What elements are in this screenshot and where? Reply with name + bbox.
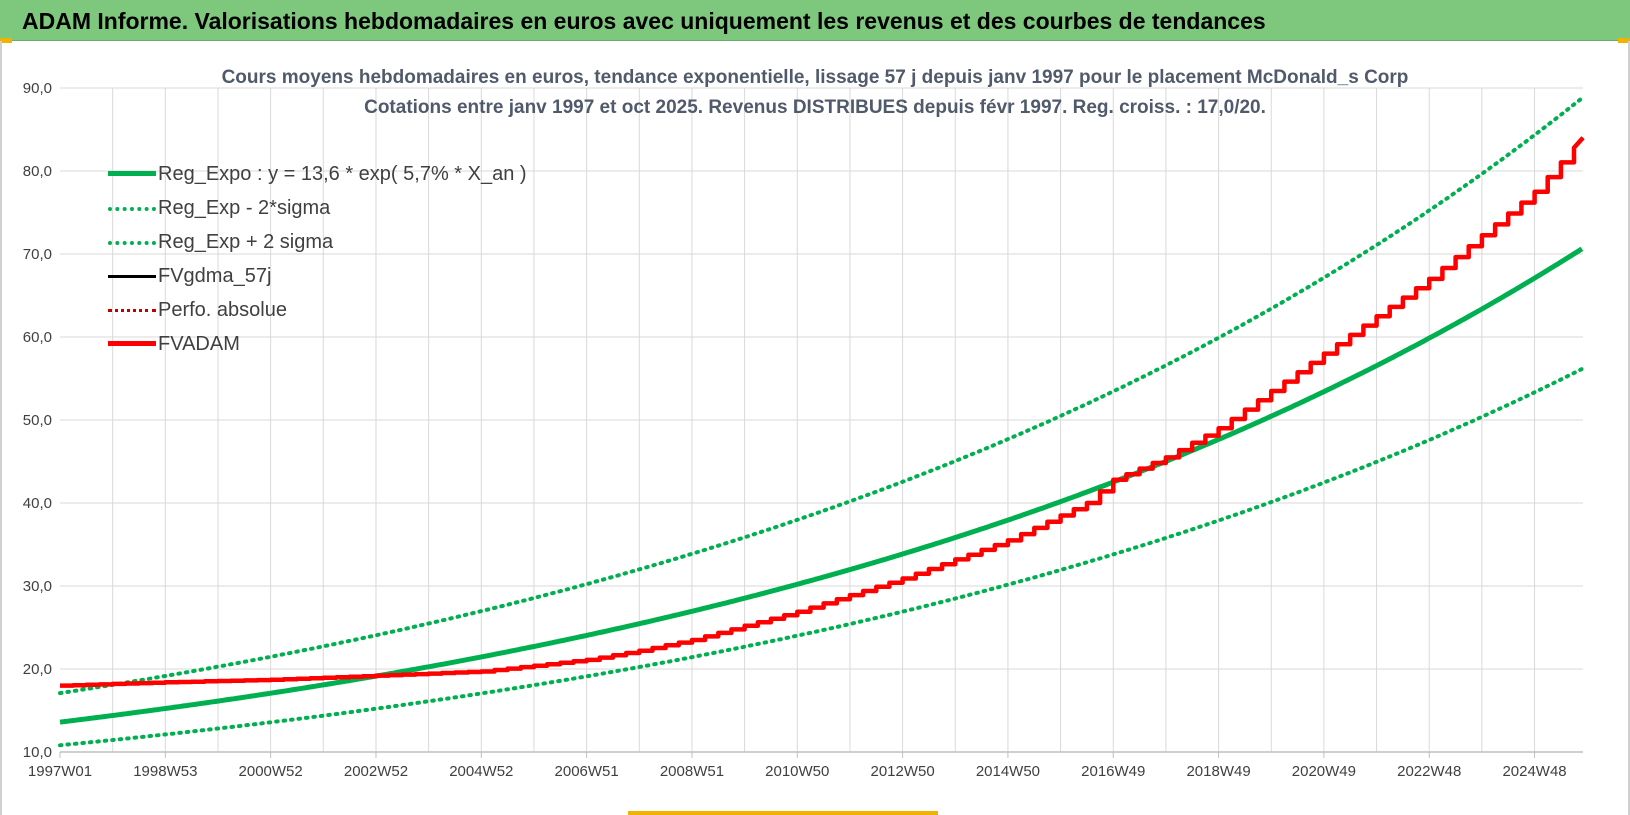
x-tick-label: 2020W49 [1292, 763, 1356, 780]
corner-marker [1618, 38, 1630, 43]
legend-label: Perfo. absolue [158, 299, 287, 321]
series-fvadam [60, 136, 1585, 688]
y-tick-label: 80,0 [23, 163, 52, 180]
chart-title-line1: Cours moyens hebdomadaires en euros, ten… [221, 67, 1409, 88]
legend-swatch [108, 275, 156, 278]
y-tick-label: 70,0 [23, 246, 52, 263]
x-tick-label: 1998W53 [133, 763, 197, 780]
legend-label: FVgdma_57j [158, 265, 272, 287]
y-tick-label: 20,0 [23, 661, 52, 678]
legend-swatch [108, 341, 156, 346]
y-tick-label: 60,0 [23, 329, 52, 346]
x-tick-label: 2008W51 [660, 763, 724, 780]
bottom-marker [628, 811, 938, 815]
x-tick-label: 2022W48 [1397, 763, 1461, 780]
x-tick-label: 2012W50 [870, 763, 934, 780]
series-reg-high [58, 96, 1584, 696]
legend-label: Reg_Exp - 2*sigma [158, 197, 331, 219]
series-reg-expo [59, 246, 1584, 725]
legend-swatch [108, 171, 156, 176]
y-tick-label: 50,0 [23, 412, 52, 429]
y-tick-label: 30,0 [23, 578, 52, 595]
y-tick-label: 40,0 [23, 495, 52, 512]
x-tick-label: 1997W01 [28, 763, 92, 780]
x-tick-label: 2014W50 [976, 763, 1040, 780]
chart-frame [0, 41, 1630, 815]
legend-label: Reg_Expo : y = 13,6 * exp( 5,7% * X_an ) [158, 163, 527, 185]
report-title: ADAM Informe. Valorisations hebdomadaire… [22, 8, 1266, 34]
x-tick-label: 2006W51 [555, 763, 619, 780]
legend-label: Reg_Exp + 2 sigma [158, 231, 334, 253]
x-tick-label: 2004W52 [449, 763, 513, 780]
y-tick-label: 10,0 [23, 744, 52, 761]
corner-marker [0, 38, 12, 43]
x-tick-label: 2016W49 [1081, 763, 1145, 780]
legend-swatch [108, 207, 156, 211]
x-tick-label: 2010W50 [765, 763, 829, 780]
x-tick-label: 2002W52 [344, 763, 408, 780]
series-reg-low [58, 367, 1584, 748]
chart-title-line2: Cotations entre janv 1997 et oct 2025. R… [364, 97, 1266, 118]
legend-swatch [108, 241, 156, 245]
x-tick-label: 2024W48 [1502, 763, 1566, 780]
y-tick-label: 90,0 [23, 80, 52, 97]
legend-label: FVADAM [158, 333, 240, 355]
report-header: ADAM Informe. Valorisations hebdomadaire… [0, 0, 1630, 41]
x-tick-label: 2018W49 [1186, 763, 1250, 780]
x-tick-label: 2000W52 [239, 763, 303, 780]
legend-swatch [108, 309, 156, 312]
